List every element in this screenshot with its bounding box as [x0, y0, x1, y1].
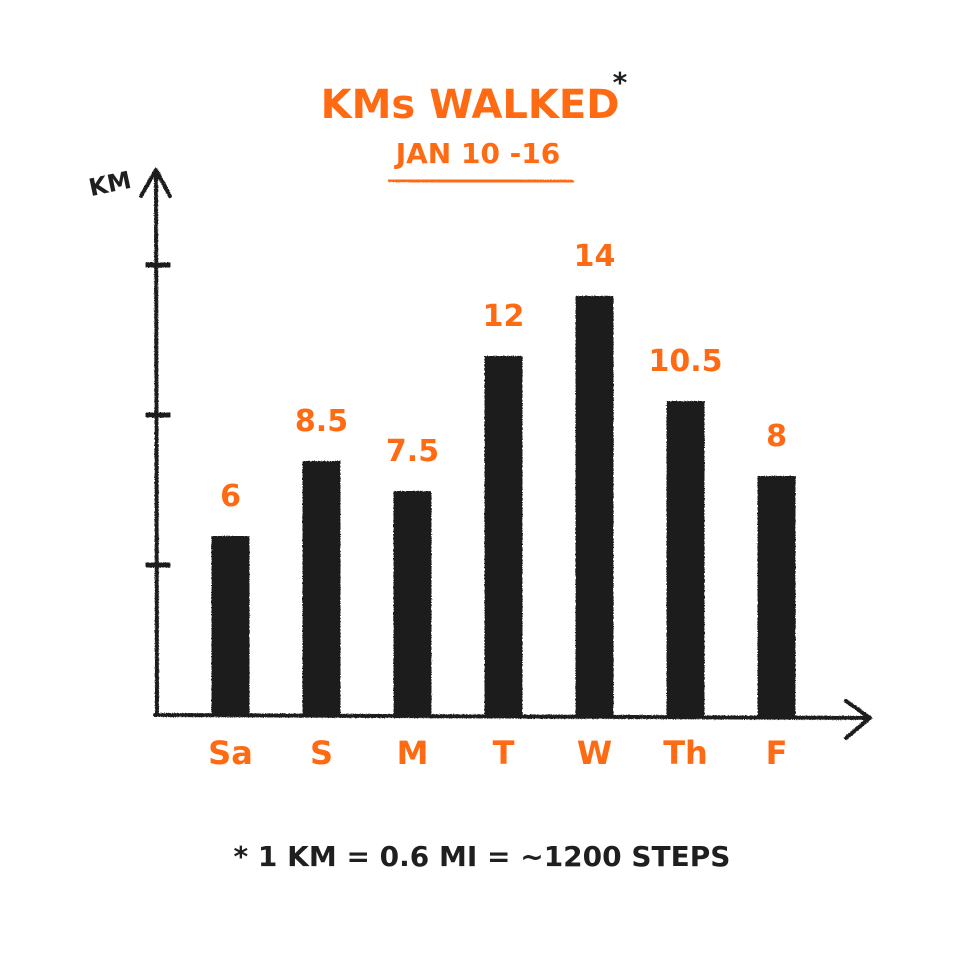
y-axis-line — [154, 170, 159, 717]
bar-th — [666, 401, 705, 716]
footnote: * 1 KM = 0.6 MI = ~1200 STEPS — [234, 840, 731, 873]
value-label-f: 8 — [766, 419, 787, 454]
category-label-s: S — [310, 734, 333, 772]
subtitle-underline — [387, 177, 575, 185]
category-label-f: F — [766, 734, 788, 772]
value-labels: 6 8.5 7.5 12 14 10.5 8 — [220, 239, 787, 514]
x-axis-arrowhead — [844, 699, 872, 740]
y-axis-label: KM — [86, 166, 133, 202]
y-ticks — [144, 262, 172, 568]
category-label-t: T — [493, 734, 515, 772]
value-label-s: 8.5 — [295, 404, 348, 439]
bar-f — [757, 476, 796, 716]
category-label-sa: Sa — [208, 734, 253, 772]
value-label-th: 10.5 — [648, 344, 722, 379]
bar-w — [575, 296, 614, 716]
category-label-m: M — [397, 734, 429, 772]
bars — [211, 296, 796, 716]
bar-s — [302, 461, 341, 716]
x-axis-line — [153, 713, 868, 720]
chart-subtitle: JAN 10 -16 — [394, 137, 561, 170]
title-asterisk: * — [613, 66, 628, 99]
bar-t — [484, 356, 523, 716]
category-labels: Sa S M T W Th F — [208, 734, 787, 772]
chart-title: KMs WALKED — [321, 82, 620, 128]
value-label-m: 7.5 — [386, 434, 439, 469]
bar-m — [393, 491, 432, 716]
value-label-sa: 6 — [220, 479, 241, 514]
category-label-w: W — [577, 734, 612, 772]
value-label-t: 12 — [483, 299, 525, 334]
value-label-w: 14 — [574, 239, 616, 274]
category-label-th: Th — [663, 734, 708, 772]
bar-sa — [211, 536, 250, 716]
y-axis-arrowhead — [139, 168, 172, 198]
